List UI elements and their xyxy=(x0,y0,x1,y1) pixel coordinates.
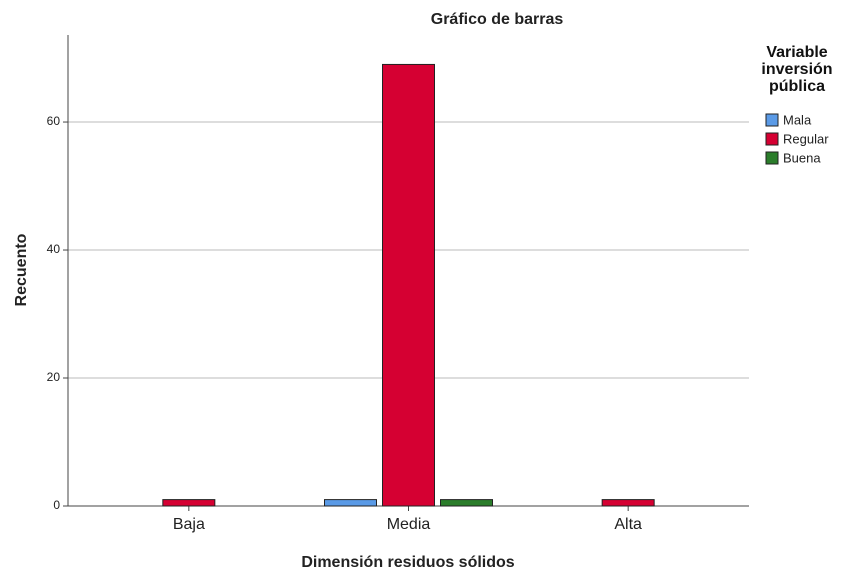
chart-title: Gráfico de barras xyxy=(431,11,564,28)
legend-label: Mala xyxy=(783,112,812,127)
legend-title: Variable inversión pública xyxy=(761,44,833,95)
x-tick-label: Alta xyxy=(614,516,642,533)
x-axis-label: Dimensión residuos sólidos xyxy=(301,554,514,571)
legend-swatch xyxy=(765,113,779,127)
legend-label: Regular xyxy=(783,131,829,146)
bar xyxy=(162,499,216,507)
legend-label: Buena xyxy=(783,150,821,165)
y-tick-label: 60 xyxy=(47,114,61,128)
y-tick-label: 40 xyxy=(47,242,61,256)
bar xyxy=(601,499,655,507)
bar xyxy=(440,499,493,507)
legend-swatch xyxy=(765,151,779,165)
y-tick-label: 0 xyxy=(53,498,60,512)
y-tick-label: 20 xyxy=(47,370,61,384)
legend-swatch xyxy=(765,132,779,146)
y-axis-label: Recuento xyxy=(13,233,30,306)
x-tick-label: Baja xyxy=(173,516,205,533)
bar xyxy=(382,63,435,507)
bar xyxy=(324,499,377,507)
x-tick-label: Media xyxy=(387,516,431,533)
